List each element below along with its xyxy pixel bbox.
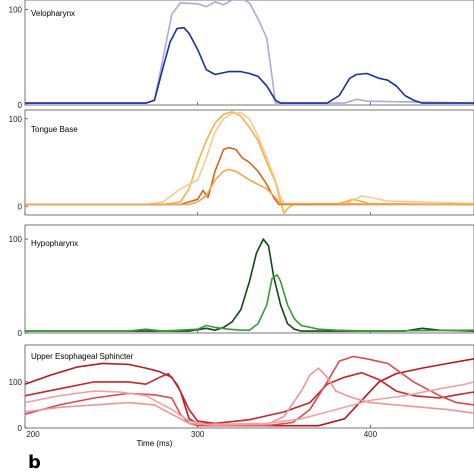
x-tick-label: 400 xyxy=(364,430,378,439)
panel-2: 0 100 Tongue Base xyxy=(9,109,474,216)
panels-container: 0 100 Velopharynx 0 100 Tongue Base 0 100 Hypoph… xyxy=(9,0,474,433)
series-line xyxy=(25,381,474,426)
panel-title: Upper Esophageal Sphincter xyxy=(31,352,134,361)
series-line xyxy=(25,274,474,332)
series-line xyxy=(25,146,474,206)
y-tick-label: 0 xyxy=(18,329,23,338)
y-tick-label: 0 xyxy=(18,424,23,433)
panel-frame xyxy=(24,109,474,216)
panel-3: 0 100 Hypopharynx xyxy=(9,224,474,338)
panel-title: Velopharynx xyxy=(31,9,75,18)
y-tick-label: 100 xyxy=(9,235,23,244)
panel-1: 0 100 Velopharynx xyxy=(9,0,474,110)
series-line xyxy=(25,367,474,426)
series-line xyxy=(25,168,474,206)
series-line xyxy=(25,26,474,104)
series-line xyxy=(25,358,474,427)
panel-frame xyxy=(24,0,474,106)
y-tick-label: 100 xyxy=(9,115,23,124)
panel-title: Tongue Base xyxy=(31,125,78,134)
panel-4: 0 100 Upper Esophageal Sphincter xyxy=(9,344,474,433)
series-line xyxy=(25,111,474,206)
figure-panel-label: b xyxy=(28,452,41,473)
y-tick-label: 0 xyxy=(18,101,23,110)
panel-title: Hypopharynx xyxy=(31,239,78,248)
y-tick-label: 0 xyxy=(18,202,23,211)
x-axis: 200 300 400 xyxy=(26,430,377,439)
panel-frame xyxy=(24,224,474,334)
series-line xyxy=(25,371,474,425)
series-line xyxy=(25,0,474,104)
series-line xyxy=(25,238,474,332)
y-tick-label: 100 xyxy=(9,6,23,15)
x-tick-label: 300 xyxy=(191,430,205,439)
panel-frame xyxy=(24,344,474,429)
x-tick-label: 200 xyxy=(26,430,40,439)
y-tick-label: 100 xyxy=(9,378,23,387)
x-axis-label: Time (ms) xyxy=(137,439,173,448)
